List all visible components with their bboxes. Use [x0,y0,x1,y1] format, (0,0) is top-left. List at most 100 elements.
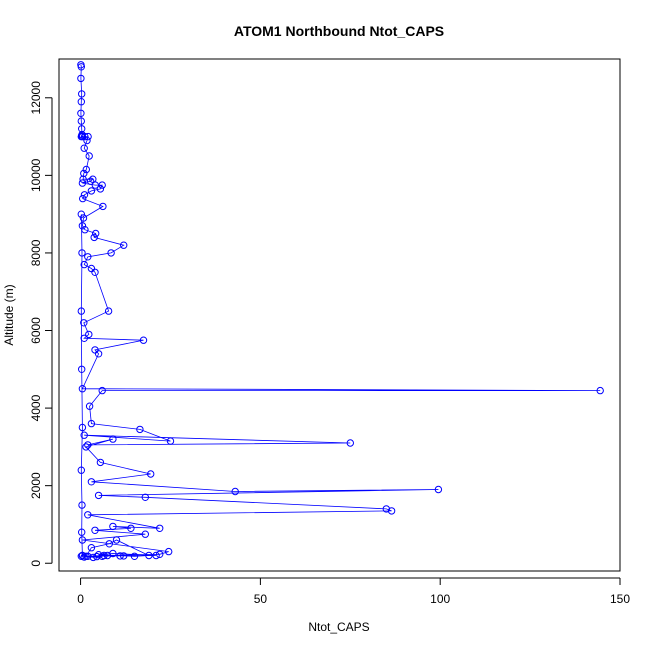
data-point [80,191,89,199]
data-point [84,441,92,449]
data-point [90,233,98,242]
data-point [84,253,92,261]
data-point [78,125,86,133]
data-point [91,526,99,534]
data-point [145,551,153,560]
data-point [78,385,87,393]
data-point [78,222,87,230]
data-point [96,458,105,467]
data-point [84,511,92,519]
data-point [80,144,88,152]
data-point [98,181,106,189]
data-point [104,307,113,315]
y-tick-label: 6000 [29,317,43,344]
data-point [434,485,443,494]
y-tick-label: 12000 [29,81,43,115]
data-point [166,437,175,445]
data-point [136,425,144,434]
data-point [78,90,86,98]
data-point [99,202,107,211]
x-tick-label: 150 [610,592,630,606]
data-point [94,350,103,358]
data-point [139,336,148,344]
data-point [147,470,155,478]
data-point [85,330,93,339]
data-point [78,179,87,187]
data-point [87,478,96,486]
data-point [77,307,86,315]
data-point [112,536,121,544]
data-point [77,210,86,218]
data-point [80,260,88,269]
data-point [91,268,99,276]
data-point [78,365,86,373]
data-point [231,487,239,496]
data-point [78,536,87,544]
x-axis-label: Ntot_CAPS [308,620,369,634]
data-point [78,551,87,560]
x-tick-label: 0 [77,592,84,606]
data-point [78,501,86,509]
data-point [156,550,164,558]
x-tick-label: 50 [254,592,268,606]
data-point [109,522,117,531]
data-point [87,419,96,428]
y-tick-label: 2000 [29,472,43,499]
data-point [80,319,88,327]
data-point [82,443,90,451]
data-point [85,402,94,410]
data-point [80,334,88,342]
data-point [81,132,89,141]
data-point [127,524,135,532]
data-point [77,63,86,71]
data-point [109,435,117,443]
data-layer [77,61,604,562]
plot-frame [58,58,621,572]
data-point [130,552,139,560]
x-axis: 0 50 100 150 [77,577,630,606]
data-point [79,214,88,222]
data-point [77,117,86,125]
data-point [81,226,89,234]
data-point [98,552,106,560]
data-point [156,524,164,532]
data-point [89,553,97,562]
chart-title: ATOM1 Northbound Ntot_CAPS [234,23,444,39]
data-point [141,493,150,501]
data-point [98,386,106,395]
data-point [87,187,96,195]
data-point [83,136,91,145]
data-point [77,98,86,106]
y-tick-label: 4000 [29,394,43,421]
y-axis-label: Altitude (m) [2,284,16,345]
data-point [96,185,105,193]
data-point [346,439,354,447]
data-point [77,74,85,83]
data-point [80,553,88,561]
data-point [84,132,92,141]
data-point [77,109,85,118]
data-point [78,249,86,257]
data-point [141,530,150,538]
data-point [79,175,87,183]
data-point [78,528,86,536]
data-point [78,423,87,432]
data-point [80,169,88,178]
data-point [116,552,124,560]
data-point [107,249,115,257]
data-point [87,544,96,552]
y-tick-label: 8000 [29,239,43,266]
data-point [105,540,114,548]
data-point [165,547,173,556]
data-point [93,552,101,561]
data-point [80,431,88,439]
data-point [94,491,103,500]
y-tick-label: 10000 [29,158,43,192]
data-point [85,152,93,160]
data-point [86,177,95,185]
y-axis: 0 2000 4000 6000 8000 10000 12000 [29,81,53,567]
data-point [152,551,160,560]
data-point [387,507,396,515]
data-point [92,229,100,238]
